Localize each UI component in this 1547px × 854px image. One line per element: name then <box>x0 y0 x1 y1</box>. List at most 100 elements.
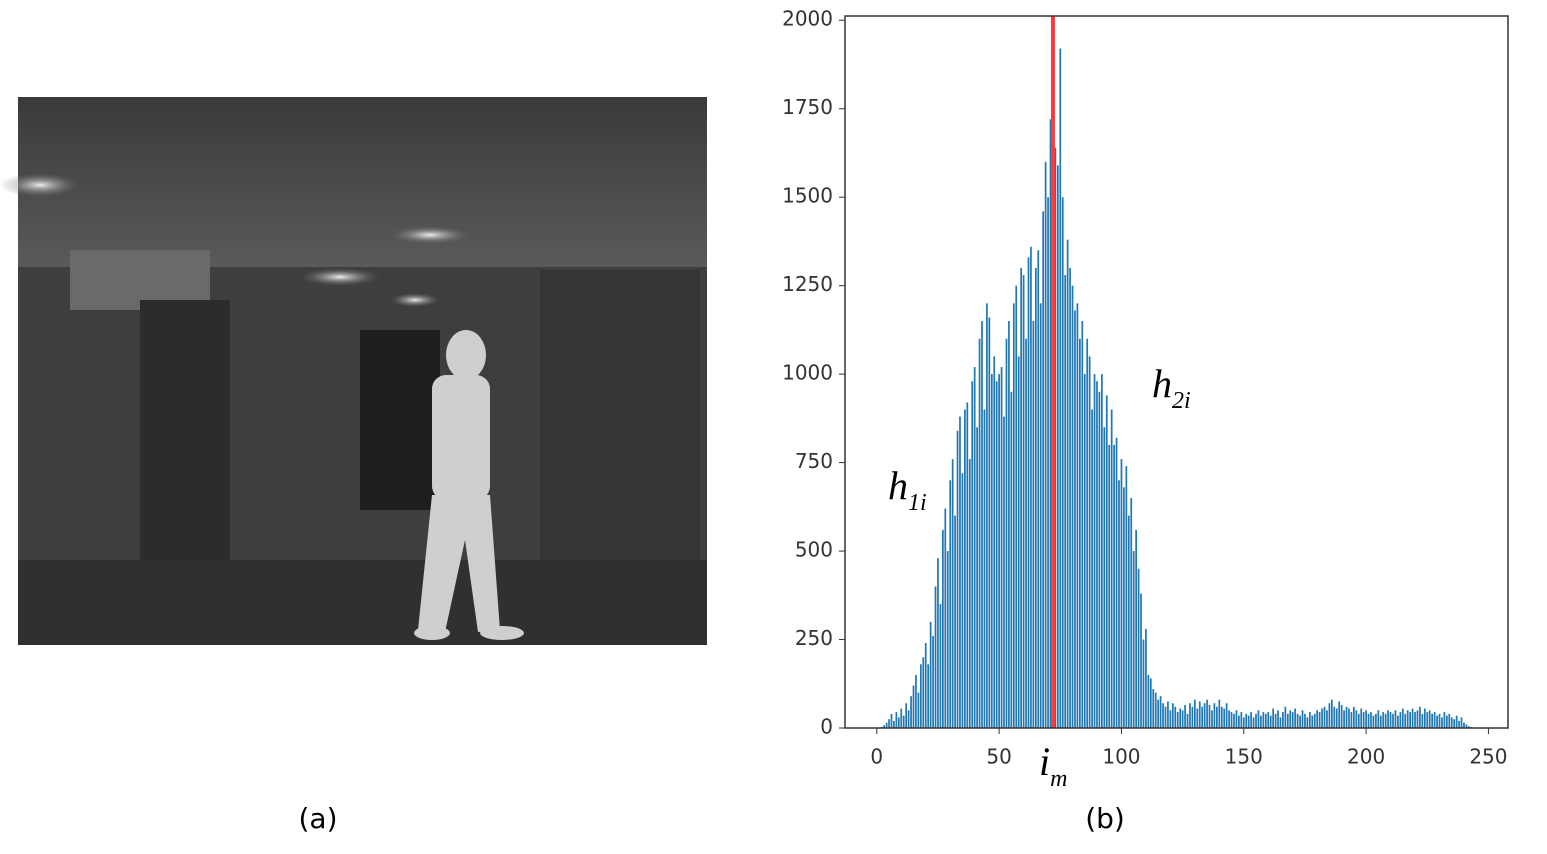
bar <box>1260 715 1262 728</box>
bar <box>1230 712 1233 728</box>
bar <box>1191 706 1194 728</box>
bar <box>1458 720 1460 728</box>
x-tick-label: 250 <box>1469 745 1507 769</box>
bar <box>1321 708 1323 728</box>
bar <box>924 643 927 728</box>
bar <box>885 722 888 728</box>
bar <box>917 692 920 728</box>
bar <box>1039 303 1042 728</box>
bar <box>1027 257 1030 728</box>
bar <box>973 367 976 728</box>
bar <box>1404 713 1407 728</box>
threshold-label: im <box>1039 739 1067 791</box>
bar <box>993 356 996 728</box>
bar <box>1379 715 1382 728</box>
bar <box>1147 674 1150 728</box>
bar <box>932 635 934 728</box>
bar <box>1291 712 1294 728</box>
bar <box>1061 197 1064 729</box>
bar <box>1042 211 1045 728</box>
y-tick-label: 500 <box>795 538 833 562</box>
bar <box>1238 715 1240 728</box>
bar <box>1030 246 1032 728</box>
bar <box>1453 719 1456 728</box>
y-tick-label: 1250 <box>782 272 833 296</box>
bar <box>1384 713 1387 728</box>
bar <box>1274 713 1277 728</box>
bar <box>1387 710 1389 728</box>
bar <box>1389 712 1392 728</box>
bar <box>1071 285 1074 728</box>
bar <box>944 508 947 728</box>
bar <box>915 674 917 728</box>
y-tick-label: 0 <box>820 715 833 739</box>
bar <box>1357 713 1360 728</box>
bar <box>1328 703 1331 728</box>
bar <box>1360 708 1363 728</box>
bar <box>1419 706 1421 728</box>
bar <box>1216 706 1218 728</box>
bar <box>1127 515 1130 728</box>
bar <box>1343 710 1345 728</box>
bar <box>1120 459 1123 728</box>
bar <box>1235 710 1238 728</box>
bar <box>888 719 890 728</box>
bar <box>990 374 993 728</box>
bar <box>1304 713 1306 728</box>
bar <box>1340 704 1343 728</box>
bar <box>1399 712 1402 728</box>
y-tick-label: 1000 <box>782 361 833 385</box>
bar <box>1181 710 1184 728</box>
bar <box>1350 712 1353 728</box>
bar <box>959 416 961 728</box>
bar <box>890 713 893 728</box>
bar <box>1118 480 1120 728</box>
histogram: 0 250 500 750 1000 1250 1500 1750 2000 0 50 100 150 2… <box>782 7 1507 792</box>
x-tick-label: 150 <box>1225 745 1263 769</box>
bar <box>946 551 949 728</box>
bar <box>1465 724 1468 728</box>
bar <box>1164 706 1167 728</box>
bar <box>1037 250 1040 728</box>
bar <box>1079 338 1081 728</box>
bar <box>1372 715 1375 728</box>
bar <box>1228 710 1230 728</box>
x-tick-label: 200 <box>1347 745 1385 769</box>
bar <box>897 717 900 728</box>
bar <box>1145 628 1147 728</box>
bar <box>1289 710 1292 728</box>
bar <box>1348 708 1350 728</box>
bar <box>956 430 959 728</box>
y-tick-label: 250 <box>795 626 833 650</box>
panel-label: (b) <box>1085 802 1125 835</box>
bar <box>964 409 966 728</box>
bar <box>1105 395 1108 728</box>
y-tick-label: 750 <box>795 449 833 473</box>
bar <box>1012 303 1015 728</box>
bar <box>893 720 895 728</box>
bar <box>995 381 998 728</box>
bar <box>1397 715 1399 728</box>
bar <box>1169 710 1172 728</box>
bar <box>1115 437 1118 728</box>
bar <box>1044 161 1047 728</box>
bar <box>1416 710 1419 728</box>
bar <box>942 529 944 728</box>
bar <box>1392 713 1394 728</box>
bar <box>1377 710 1380 728</box>
bar <box>1306 717 1309 728</box>
bar <box>1125 466 1128 728</box>
bar <box>1277 710 1279 728</box>
bar <box>1316 710 1319 728</box>
bar <box>1020 267 1023 728</box>
bar <box>1083 374 1086 728</box>
bar <box>1152 689 1155 728</box>
bar <box>1455 715 1458 728</box>
bar <box>1140 593 1142 728</box>
bar <box>1220 706 1223 728</box>
bar <box>1174 706 1177 728</box>
bar <box>1409 712 1411 728</box>
bar <box>902 715 905 728</box>
x-tick-label: 50 <box>986 745 1011 769</box>
thermal-photo <box>0 97 707 645</box>
